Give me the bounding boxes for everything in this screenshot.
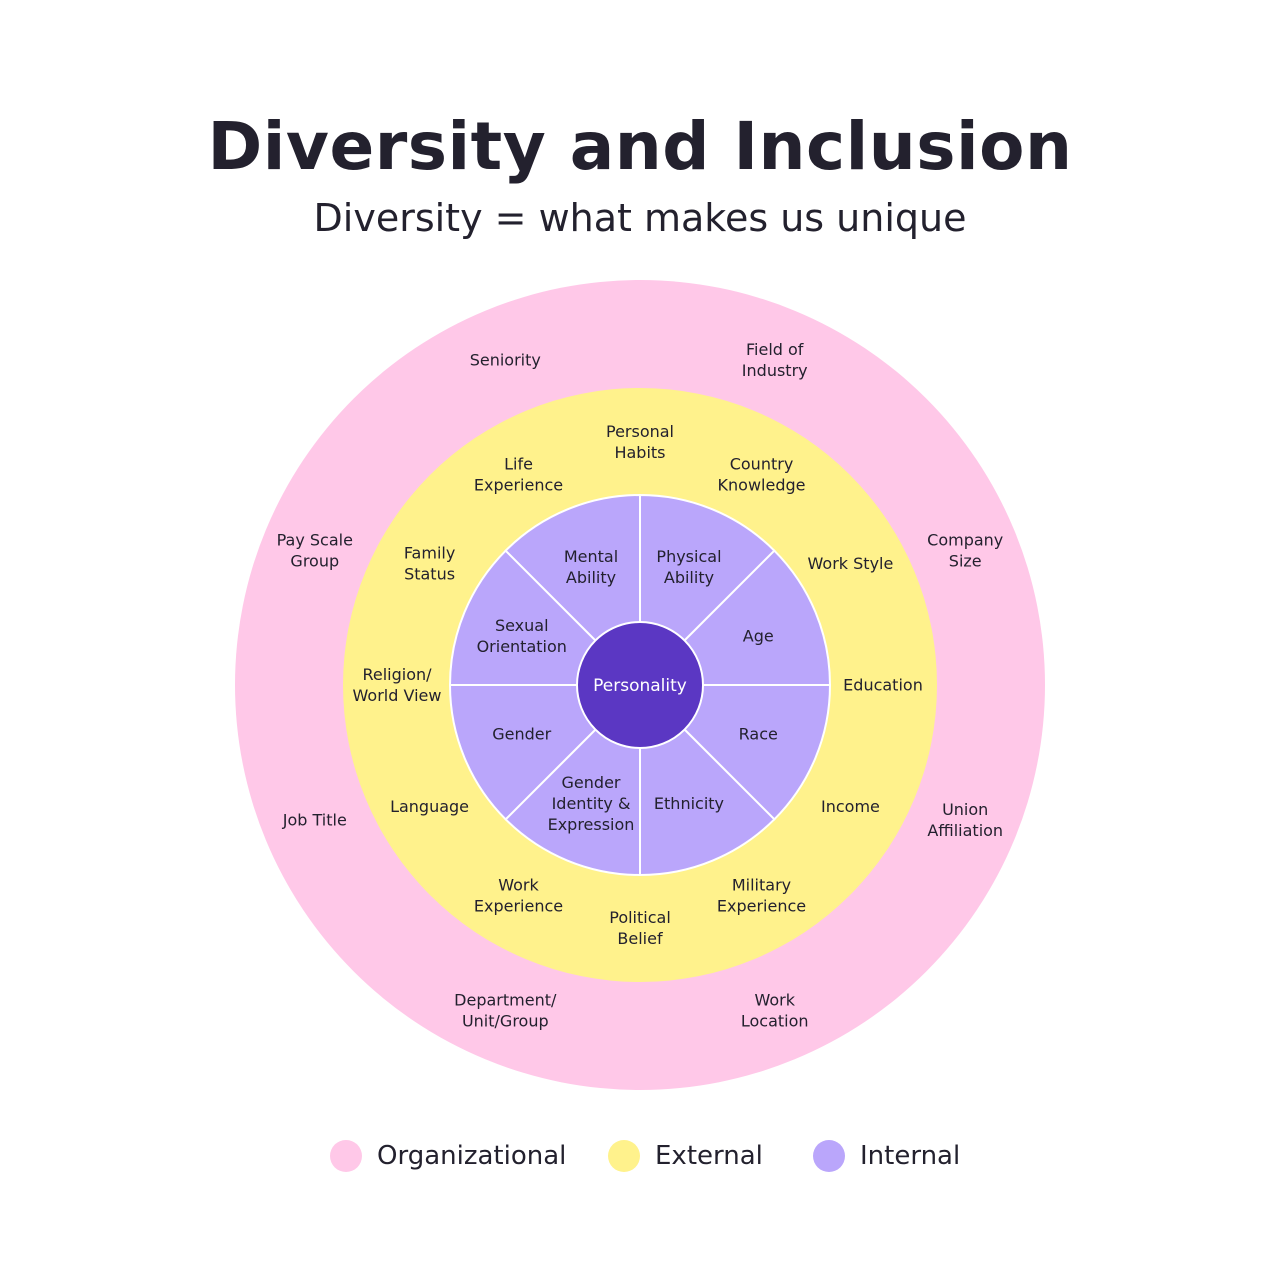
organizational-label: Department/Unit/Group	[454, 990, 557, 1030]
external-label: Work Style	[808, 554, 894, 573]
legend-dot-organizational	[330, 1140, 362, 1172]
internal-label: Physical Ability	[656, 547, 721, 587]
internal-label: Gender Identity & Expression	[548, 773, 635, 834]
legend-label-organizational: Organizational	[377, 1141, 567, 1171]
legend-label-internal: Internal	[860, 1141, 961, 1171]
legend-label-external: External	[655, 1141, 763, 1171]
organizational-label: Job Title	[282, 810, 347, 829]
external-label: Political Belief	[609, 908, 671, 948]
external-label: Country Knowledge	[718, 455, 806, 495]
internal-label: Ethnicity	[654, 794, 724, 813]
organizational-label: Pay Scale Group	[277, 530, 353, 570]
page-title: Diversity and Inclusion	[207, 108, 1073, 185]
organizational-label: Union Affiliation	[927, 800, 1003, 840]
organizational-label: Field of Industry	[742, 340, 808, 380]
external-label: Life Experience	[474, 455, 563, 495]
organizational-label: Work Location	[741, 990, 809, 1030]
page-subtitle: Diversity = what makes us unique	[313, 196, 967, 240]
external-label: Personal Habits	[606, 422, 674, 462]
external-label: Military Experience	[717, 876, 806, 916]
internal-label: Age	[743, 627, 774, 646]
legend-item-internal: Internal	[813, 1136, 960, 1176]
legend-dot-external	[608, 1140, 640, 1172]
external-label: Income	[821, 797, 880, 816]
external-label: Language	[390, 797, 469, 816]
wheel-labels: Personality Physical Ability Age Race Ethnici…	[277, 340, 1004, 1030]
internal-label: Gender	[492, 725, 551, 744]
external-label: Work Experience	[474, 876, 563, 916]
external-label: Family Status	[404, 544, 455, 584]
legend-item-organizational: Organizational	[330, 1136, 566, 1176]
internal-label: Mental Ability	[564, 547, 618, 587]
legend: Organizational External Internal	[0, 1136, 1280, 1176]
organizational-label: Company Size	[927, 530, 1003, 570]
internal-label: Race	[739, 725, 778, 744]
external-label: Education	[843, 676, 923, 695]
legend-dot-internal	[813, 1140, 845, 1172]
internal-label: Sexual Orientation	[477, 616, 567, 656]
organizational-label: Seniority	[470, 350, 541, 369]
external-label: Religion/World View	[353, 665, 442, 705]
legend-item-external: External	[608, 1136, 763, 1176]
core-label: Personality	[593, 676, 687, 696]
core-circle	[576, 621, 704, 749]
